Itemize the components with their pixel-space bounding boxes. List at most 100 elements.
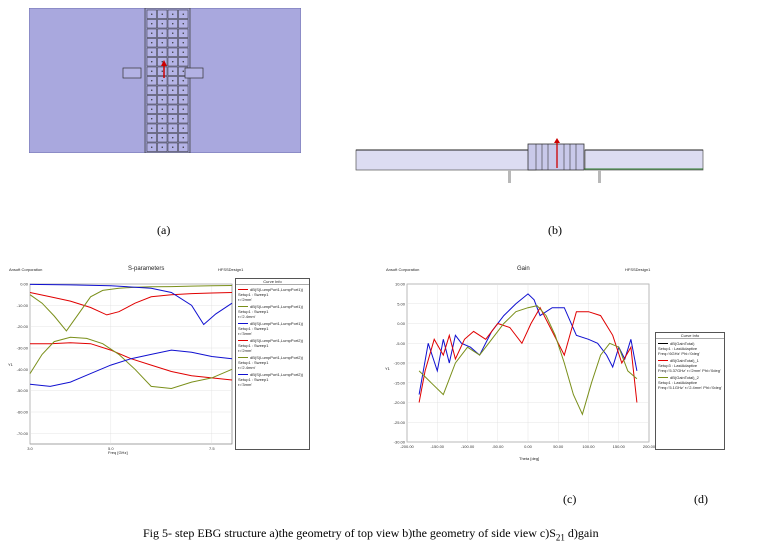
sparam-legend-param: r='2mm' — [238, 348, 253, 353]
sparam-legend-entry: dB(S(LumpPort1,LumpPort1)) Setup1 : Sweep… — [238, 304, 307, 319]
gain-y-tick-label: -30.00 — [394, 440, 406, 445]
panel-a-label: (a) — [157, 223, 171, 237]
ebg-via — [161, 137, 163, 139]
ebg-via — [161, 89, 163, 91]
gain-plot-svg: -200.00 -150.00 -100.00 -50.00 0.00 50.00 100.… — [394, 282, 656, 450]
ebg-via — [151, 99, 153, 101]
ebg-via — [172, 70, 174, 72]
ebg-via — [172, 99, 174, 101]
sparam-series-line-2 — [29, 285, 233, 332]
ebg-via — [182, 51, 184, 53]
sparam-y-tick-label: -70.00 — [17, 431, 29, 436]
ebg-via — [172, 61, 174, 63]
ebg-via — [172, 32, 174, 34]
sparam-legend-swatch — [238, 289, 248, 291]
ebg-via — [182, 70, 184, 72]
ebg-via — [151, 13, 153, 15]
ebg-via — [161, 80, 163, 82]
gain-legend-param: Freq='5.1GHz' r='2.4mm' Phi='0deg' — [658, 385, 722, 390]
sparam-legend-label: dB(S(LumpPort1,LumpPort1)) — [238, 304, 307, 309]
gain-legend-swatch — [658, 343, 668, 345]
gain-series-line-2 — [418, 306, 638, 403]
gain-legend-title: Curve Info — [656, 333, 724, 339]
ebg-via — [151, 108, 153, 110]
sparam-legend-entry: dB(S(LumpPort1,LumpPort2)) Setup1 : Sweep… — [238, 338, 307, 353]
figure-caption: Fig 5- step EBG structure a)the geometry… — [143, 526, 599, 542]
ebg-via — [182, 61, 184, 63]
gain-y-tick-label: -25.00 — [394, 420, 406, 425]
sparam-corner-left: Ansoft Corporation — [9, 267, 43, 272]
gain-x-tick-label: 200.00 — [643, 444, 656, 449]
sparam-legend-swatch — [238, 323, 248, 325]
side-view-geometry — [355, 138, 704, 183]
sparam-legend-label: dB(S(LumpPort1,LumpPort2)) — [238, 372, 307, 377]
sparam-legend-param: r='3mm' — [238, 382, 253, 387]
ebg-via — [182, 108, 184, 110]
gain-y-tick-label: -15.00 — [394, 380, 406, 385]
gain-y-tick-label: -5.00 — [396, 341, 406, 346]
gain-legend-setup: Setup1 : LastAdaptive — [658, 346, 698, 351]
panel-d-label: (d) — [694, 492, 708, 506]
sparam-y-tick-label: -50.00 — [17, 388, 29, 393]
ebg-via — [161, 61, 163, 63]
gain-series-line-1 — [418, 293, 638, 395]
sparam-legend-label: dB(S(LumpPort1,LumpPort1)) — [238, 321, 307, 326]
gain-y-tick-label: -20.00 — [394, 400, 406, 405]
ebg-via — [172, 127, 174, 129]
gain-legend-entry: dB(GainTotal)_2 Setup1 : LastAdaptive Freq… — [658, 375, 722, 390]
sparam-y-tick-label: 0.00 — [20, 282, 29, 287]
gain-x-tick-label: 50.00 — [553, 444, 564, 449]
gain-x-tick-label: 0.00 — [524, 444, 533, 449]
sparam-legend-setup: Setup1 : Sweep1 — [238, 360, 269, 365]
gain-legend-label: dB(GainTotal)_2 — [658, 375, 722, 380]
ebg-via — [182, 99, 184, 101]
ebg-via — [161, 32, 163, 34]
sparam-legend: Curve Info dB(S(LumpPort1,LumpPort1)) Set… — [235, 278, 310, 450]
sparam-chart-title: S-parameters — [128, 266, 165, 272]
sparam-legend-setup: Setup1 : Sweep1 — [238, 292, 269, 297]
ebg-via — [172, 146, 174, 148]
sparam-y-tick-label: -10.00 — [17, 303, 29, 308]
sparam-x-tick-label: 3.0 — [27, 446, 33, 451]
gain-series-line-3 — [418, 305, 638, 416]
gain-y-tick-label: -10.00 — [394, 361, 406, 366]
sparam-plot-svg: 3.0 5.0 7.5 0.00 -10.00 -20.00 -30.00 -40.00 -50… — [17, 282, 233, 451]
caption-text-end: d)gain — [564, 526, 599, 540]
ebg-via — [161, 13, 163, 15]
sparam-y-tick-label: -30.00 — [17, 346, 29, 351]
ebg-via — [172, 89, 174, 91]
ebg-via — [182, 146, 184, 148]
ebg-via — [161, 118, 163, 120]
ebg-via — [151, 70, 153, 72]
gain-x-tick-label: 100.00 — [582, 444, 595, 449]
caption-text: Fig 5- step EBG structure a)the geometry… — [143, 526, 556, 540]
sparam-x-tick-label: 7.5 — [209, 446, 215, 451]
top-view-figure — [28, 7, 302, 154]
gain-corner-left: Ansoft Corporation — [386, 267, 420, 272]
ebg-via — [161, 51, 163, 53]
sparam-legend-setup: Setup1 : Sweep1 — [238, 377, 269, 382]
ebg-via — [172, 51, 174, 53]
sparam-legend-label: dB(S(LumpPort1,LumpPort2)) — [238, 355, 307, 360]
ebg-via — [182, 32, 184, 34]
caption-subscript: 21 — [555, 532, 565, 543]
gain-legend-swatch — [658, 360, 668, 362]
gain-legend-entry: dB(GainTotal)_1 Setup3 : LastAdaptive Freq… — [658, 358, 722, 373]
sparam-plot-area — [29, 283, 233, 445]
ebg-via — [161, 23, 163, 25]
gain-x-tick-label: -150.00 — [430, 444, 444, 449]
gain-x-tick-label: 150.00 — [613, 444, 626, 449]
sparam-x-tick-label: 5.0 — [108, 446, 114, 451]
ebg-via — [172, 118, 174, 120]
gain-x-axis-label: Theta [deg] — [519, 456, 540, 461]
gain-x-tick-label: -100.00 — [461, 444, 475, 449]
panel-c-label: (c) — [563, 492, 577, 506]
ebg-via — [151, 80, 153, 82]
sparam-legend-setup: Setup1 : Sweep1 — [238, 326, 269, 331]
ebg-via — [161, 99, 163, 101]
sparam-legend-param: r='2mm' — [238, 297, 253, 302]
ebg-via — [151, 42, 153, 44]
ebg-via — [161, 108, 163, 110]
sparam-legend-param: r='3mm' — [238, 331, 253, 336]
sparam-legend-swatch — [238, 306, 248, 308]
